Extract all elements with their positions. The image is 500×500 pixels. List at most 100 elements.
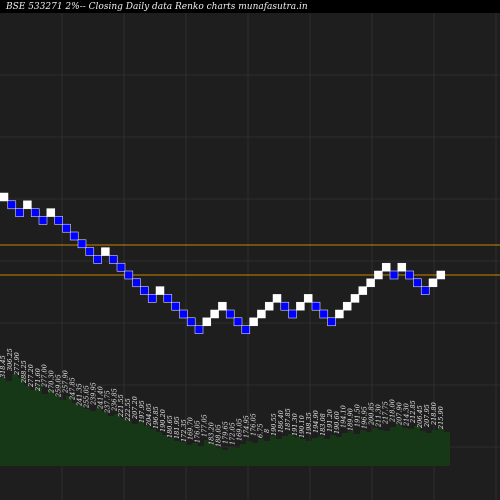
volume-label: 196.85: [152, 406, 160, 429]
volume-label: 180.65: [166, 415, 174, 438]
volume-area: [0, 374, 450, 466]
volume-label: 211.30: [374, 404, 382, 428]
volume-label: 179.65: [222, 421, 230, 444]
volume-label: 200.85: [368, 402, 376, 426]
volume-label: 191.50: [354, 404, 362, 427]
renko-brick-down: [171, 301, 180, 311]
renko-brick-down: [62, 223, 71, 233]
volume-label: 6.75: [256, 424, 264, 438]
renko-brick-up: [101, 247, 110, 256]
volume-label: 181.95: [173, 416, 181, 439]
renko-brick-down: [420, 286, 430, 295]
volume-label: 277.20: [27, 364, 35, 388]
renko-brick-down: [147, 294, 157, 303]
volume-label: 288.25: [20, 360, 28, 384]
renko-brick-up: [358, 286, 368, 295]
volume-label: 241.35: [75, 383, 83, 407]
renko-brick-up: [436, 270, 446, 280]
volume-label: 207.90: [395, 402, 403, 426]
renko-brick-down: [54, 216, 63, 225]
volume-label: 255.05: [82, 385, 90, 409]
volume-label: 237.75: [103, 390, 111, 414]
renko-brick-down: [233, 317, 243, 327]
renko-brick-down: [225, 309, 235, 319]
volume-label: 194.10: [340, 405, 348, 428]
renko-brick-down: [69, 231, 79, 241]
renko-brick-up: [296, 301, 305, 311]
renko-brick-down: [241, 325, 251, 334]
volume-label: 191.20: [326, 409, 334, 432]
volume-label: 221.55: [117, 394, 125, 418]
volume-label: 222.55: [124, 398, 132, 422]
volume-label: 169.70: [187, 417, 195, 440]
volume-label: 218.80: [430, 402, 438, 426]
volume-label: 241.40: [96, 386, 104, 410]
volume-label: 212.85: [409, 400, 417, 424]
renko-brick-up: [0, 192, 9, 202]
renko-brick-down: [124, 270, 134, 280]
volume-label: 239.95: [89, 382, 97, 406]
renko-brick-up: [397, 262, 407, 272]
renko-brick-up: [428, 278, 438, 288]
renko-brick-up: [23, 200, 32, 210]
chart-title: BSE 533271 2%-- Closing Daily data Renko…: [6, 2, 308, 12]
volume-label: 194.90: [312, 410, 320, 433]
renko-brick-down: [7, 200, 17, 210]
renko-brick-up: [335, 309, 344, 319]
volume-label: 177.05: [201, 414, 209, 437]
renko-brick-up: [342, 301, 352, 311]
volume-label: 188.05: [215, 424, 223, 447]
renko-brick-down: [405, 270, 414, 280]
volume-label: 214.30: [402, 403, 410, 427]
volume-label: 190.55: [270, 413, 278, 436]
volume-label: 189.90: [347, 408, 355, 431]
renko-brick-up: [264, 301, 274, 311]
volume-label: 190.10: [298, 415, 306, 438]
volume-label: 190.60: [333, 411, 341, 434]
renko-brick-down: [194, 325, 204, 334]
renko-brick-up: [46, 208, 56, 217]
renko-brick-down: [163, 294, 173, 303]
volume-label: 217.75: [381, 401, 389, 425]
renko-brick-up: [210, 309, 219, 319]
renko-brick-down: [15, 208, 24, 217]
renko-brick-up: [272, 294, 282, 303]
volume-label: 207.20: [131, 396, 139, 420]
renko-brick-down: [132, 278, 141, 288]
volume-label: 306.25: [6, 348, 14, 371]
volume-label: 257.90: [62, 370, 70, 394]
volume-label: 183.08: [319, 413, 327, 436]
volume-label: 270.30: [48, 370, 56, 394]
volume-label: 204.05: [145, 403, 153, 427]
volume-label: 176.05: [249, 413, 257, 436]
volume-label: 207.95: [423, 404, 431, 428]
volume-label: 247.85: [69, 377, 77, 401]
renko-brick-up: [249, 317, 258, 327]
renko-brick-down: [116, 262, 126, 272]
volume-label: 277.00: [41, 364, 49, 388]
volume-label: 169.05: [235, 418, 243, 441]
volume-label: 259.05: [55, 374, 63, 398]
renko-brick-down: [186, 317, 196, 327]
volume-label: 186.40: [277, 410, 285, 433]
volume-label: 191.30: [291, 413, 299, 436]
volume-label: 196.95: [361, 406, 369, 429]
renko-brick-up: [202, 317, 212, 327]
volume-label: 198.35: [305, 412, 313, 435]
volume-label: 183.20: [208, 422, 216, 445]
volume-label: 172.35: [180, 419, 188, 442]
renko-brick-down: [38, 216, 48, 225]
renko-brick-down: [280, 301, 290, 311]
renko-brick-down: [319, 309, 329, 319]
volume-label: 8: [263, 429, 271, 433]
volume-label: 206.45: [416, 405, 424, 429]
renko-brick-down: [93, 255, 102, 264]
volume-label: 277.90: [13, 352, 21, 376]
renko-brick-down: [327, 317, 336, 327]
renko-brick-down: [389, 270, 399, 280]
renko-brick-down: [288, 309, 297, 319]
renko-brick-up: [303, 294, 313, 303]
volume-label: 218.00: [388, 399, 396, 423]
